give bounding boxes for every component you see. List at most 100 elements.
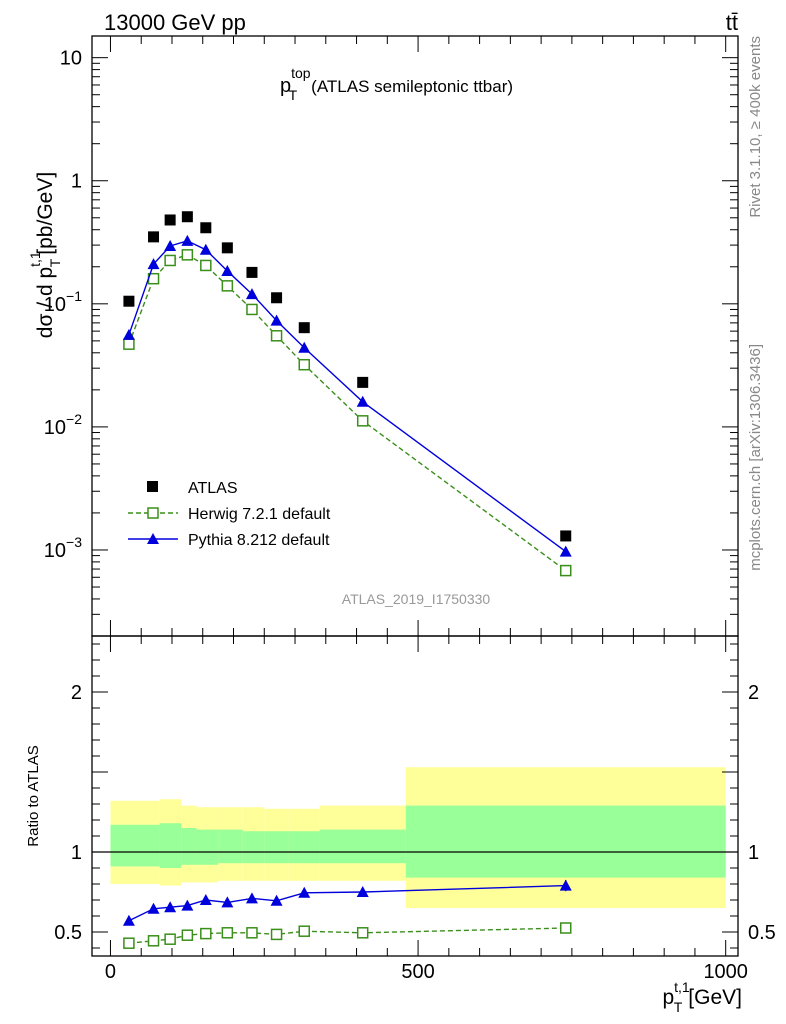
atlas-point (271, 292, 283, 304)
main-ticks (92, 36, 738, 637)
pythia-ratio-point (221, 896, 234, 908)
stat-uncertainty-band (319, 829, 406, 864)
ratio-xtick-label: 0 (105, 961, 116, 983)
pythia-point (356, 395, 369, 407)
ytick-exponent: −1 (66, 288, 82, 304)
ytick-mantissa: 1 (71, 171, 82, 193)
legend-pythia-label: Pythia 8.212 default (188, 532, 330, 549)
stat-uncertainty-band (196, 829, 219, 865)
pythia-point (221, 264, 234, 276)
atlas-point (148, 231, 160, 243)
main-title: ptop T (ATLAS semileptonic ttbar) (280, 65, 513, 103)
pythia-ratio-point (199, 894, 212, 905)
pythia-point (199, 243, 212, 255)
herwig-ratio-point (200, 927, 212, 940)
ylabel-post: [pb/GeV] (34, 172, 57, 255)
ratio-xtick-label: 500 (401, 961, 434, 983)
ratio-ytick-label-right: 2 (748, 682, 759, 704)
pythia-ratio-point (356, 886, 369, 897)
analysis-id: ATLAS_2019_I1750330 (342, 591, 491, 607)
pythia-ratio-point (164, 901, 177, 913)
xlabel-post: [GeV] (688, 986, 742, 1009)
ratio-ticks (92, 636, 738, 956)
main-ytick-label: 10−1 (44, 288, 82, 316)
legend-herwig-marker (147, 507, 159, 519)
pythia-point (245, 288, 258, 300)
ytick-exponent: −3 (66, 534, 82, 550)
ratio-panel: 0.5 0.5 1 1 2 2 0 500 1000 Ratio to ATLAS pt,1 T [… (25, 635, 776, 1015)
herwig-ratio-point (123, 937, 135, 949)
ratio-frame (91, 635, 739, 957)
pythia-ratio-point (559, 879, 572, 891)
herwig-ratio-point (559, 922, 572, 934)
ytick-mantissa: 10 (60, 48, 82, 70)
herwig-point (221, 280, 234, 292)
ylabel-pre: dσ / d p (34, 267, 57, 338)
pythia-point (559, 545, 572, 557)
stat-uncertainty-band (242, 831, 265, 864)
herwig-point (356, 415, 369, 427)
ylabel-sub: T (47, 258, 63, 267)
herwig-point (200, 259, 212, 272)
main-ytick-label: 1 (71, 171, 82, 193)
ytick-mantissa: 10 (44, 540, 66, 562)
pythia-ratio-point (181, 899, 194, 911)
ratio-tick-labels: 0.5 0.5 1 1 2 2 0 500 1000 (54, 682, 776, 983)
process-label: tt̄ (726, 10, 738, 35)
herwig-ratio-point (270, 928, 283, 941)
pythia-ratio-point (270, 894, 283, 906)
legend: ATLAS Herwig 7.2.1 default Pythia 8.212 … (128, 480, 331, 549)
title-sub: T (289, 87, 298, 103)
pythia-point (270, 314, 283, 326)
ytick-mantissa: 10 (44, 294, 66, 316)
ylabel-sup: t,1 (27, 251, 43, 267)
stat-uncertainty-band (218, 829, 243, 864)
stat-uncertainty-band (181, 828, 197, 865)
ytick-mantissa: 10 (44, 417, 66, 439)
herwig-point (270, 330, 283, 342)
pythia-line (128, 240, 567, 553)
pythia-point (164, 239, 177, 251)
atlas-point (221, 242, 233, 254)
stat-uncertainty-band (159, 823, 182, 868)
main-ytick-label: 10−3 (44, 534, 82, 562)
main-ylabel: dσ / d pt,1 T [pb/GeV] (27, 172, 63, 338)
title-p: p (280, 75, 291, 97)
pythia-ratio-point (147, 902, 160, 914)
pythia-point (181, 234, 194, 246)
stat-uncertainty-band (288, 831, 320, 864)
stat-uncertainty-band (405, 805, 726, 878)
atlas-point (560, 530, 572, 542)
title-sup: top (291, 65, 311, 81)
xlabel-sub: T (674, 999, 683, 1015)
ratio-ylabel: Ratio to ATLAS (25, 745, 42, 846)
atlas-point (164, 214, 176, 226)
herwig-ratio-line (128, 927, 566, 944)
atlas-point (298, 322, 310, 334)
herwig-ratio-point (246, 927, 258, 939)
xlabel-sup: t,1 (674, 979, 690, 995)
herwig-point (123, 338, 135, 350)
rivet-label: Rivet 3.1.10, ≥ 400k events (747, 36, 764, 218)
herwig-ratio-point (181, 929, 194, 941)
main-series (122, 211, 572, 577)
atlas-point (181, 211, 193, 223)
pythia-point (298, 341, 311, 353)
ytick-exponent: −2 (66, 411, 82, 427)
ratio-series (122, 879, 572, 949)
herwig-point (559, 564, 572, 577)
herwig-ratio-point (164, 933, 176, 945)
pythia-point (122, 328, 135, 340)
legend-atlas-label: ATLAS (188, 480, 238, 497)
atlas-point (200, 222, 212, 234)
pythia-ratio-point (298, 886, 311, 898)
ratio-xlabel: pt,1 T [GeV] (662, 979, 742, 1015)
ratio-ytick-label-left: 0.5 (54, 922, 82, 944)
title-rest: (ATLAS semileptonic ttbar) (311, 77, 513, 96)
legend-pythia-marker (147, 533, 159, 544)
energy-label: 13000 GeV pp (104, 10, 246, 35)
herwig-ratio-point (356, 927, 369, 939)
